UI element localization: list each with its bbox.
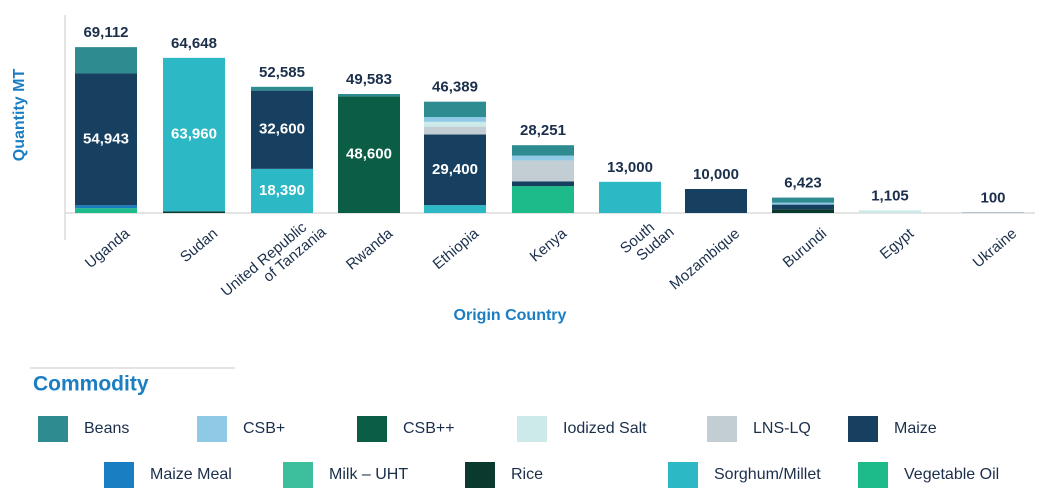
bar-segment	[424, 205, 486, 213]
x-tick-label: Sudan	[177, 225, 221, 266]
legend-label: Milk – UHT	[329, 466, 408, 483]
bar-segment	[772, 209, 834, 213]
bar-segment	[685, 189, 747, 213]
bar-segment	[163, 211, 225, 213]
legend-label: Maize	[894, 420, 937, 437]
segment-label: 63,960	[171, 126, 217, 143]
segment-label: 48,600	[346, 146, 392, 163]
segment-label: 18,390	[259, 182, 305, 199]
legend-label: LNS-LQ	[753, 420, 811, 437]
legend-label: Sorghum/Millet	[714, 466, 821, 483]
legend-swatch	[848, 416, 878, 442]
legend-swatch	[858, 462, 888, 488]
total-label: 52,585	[259, 64, 305, 81]
legend-label: Beans	[84, 420, 129, 437]
legend-swatch	[283, 462, 313, 488]
bar-segment	[859, 210, 921, 213]
total-label: 69,112	[83, 24, 128, 41]
bar-segment	[512, 155, 574, 161]
bar-segment	[512, 160, 574, 182]
legend-label: Iodized Salt	[563, 420, 647, 437]
legend-label: Maize Meal	[150, 466, 232, 483]
legend-swatch	[38, 416, 68, 442]
bar-segment	[75, 73, 137, 206]
bar-segment	[424, 121, 486, 127]
bar-segment	[424, 134, 486, 206]
bar-segment	[75, 208, 137, 213]
bar-segment	[512, 181, 574, 187]
legend-label: Rice	[511, 466, 543, 483]
total-label: 64,648	[171, 35, 217, 52]
total-label: 46,389	[432, 79, 478, 96]
legend-label: Vegetable Oil	[904, 466, 999, 483]
x-tick-label: United Republicof Tanzania	[218, 211, 330, 312]
bar-segment	[251, 90, 313, 169]
total-label: 6,423	[784, 175, 822, 192]
legend-swatch	[357, 416, 387, 442]
bar-segment	[424, 101, 486, 117]
bar-segment	[163, 57, 225, 212]
y-axis-label: Quantity MT	[11, 69, 28, 162]
bar-segment	[772, 202, 834, 205]
total-label: 28,251	[520, 122, 566, 139]
bar-segment	[251, 86, 313, 91]
total-label: 49,583	[346, 71, 392, 88]
segment-label: 29,400	[432, 161, 478, 178]
bar-segment	[251, 168, 313, 213]
total-label: 100	[980, 190, 1005, 207]
x-tick-label: Mozambique	[666, 225, 743, 293]
legend-label: CSB+	[243, 420, 285, 437]
legend-swatch	[668, 462, 698, 488]
x-tick-label: SouthSudan	[617, 211, 677, 269]
bar-segment	[772, 197, 834, 203]
bar-segment	[338, 94, 400, 97]
x-tick-label: Uganda	[82, 225, 134, 272]
legend-label: CSB++	[403, 420, 455, 437]
bar-segment	[75, 47, 137, 74]
total-label: 13,000	[607, 159, 653, 176]
total-label: 10,000	[693, 166, 739, 183]
bar-segment	[772, 204, 834, 210]
legend-title: Commodity	[33, 373, 149, 396]
segment-label: 32,600	[259, 121, 305, 138]
bar-segment	[512, 186, 574, 213]
total-label: 1,105	[871, 187, 909, 204]
bar-segment	[424, 126, 486, 135]
bar-segment	[338, 96, 400, 213]
legend-swatch	[517, 416, 547, 442]
bar-segment	[75, 205, 137, 209]
x-axis-label: Origin Country	[454, 307, 567, 324]
x-tick-label: Ethiopia	[430, 225, 483, 273]
x-tick-label: Kenya	[527, 225, 571, 266]
x-tick-label: Ukraine	[970, 225, 1021, 271]
segment-label: 54,943	[83, 130, 129, 147]
bar-segment	[512, 145, 574, 156]
x-tick-label: Egypt	[877, 225, 918, 263]
legend-swatch	[197, 416, 227, 442]
x-tick-label: Rwanda	[343, 225, 397, 274]
x-tick-label: Burundi	[780, 225, 831, 271]
legend-swatch	[707, 416, 737, 442]
legend-swatch	[104, 462, 134, 488]
bar-segment	[424, 117, 486, 122]
legend-swatch	[465, 462, 495, 488]
bar-segment	[599, 181, 661, 213]
